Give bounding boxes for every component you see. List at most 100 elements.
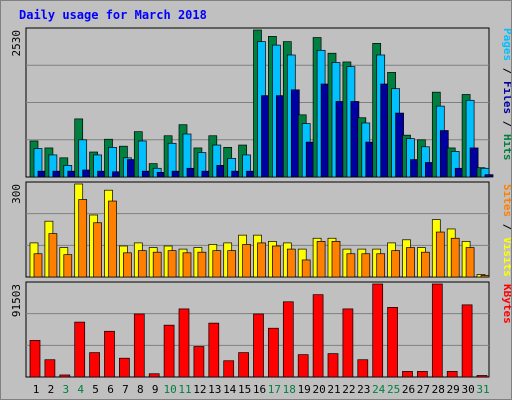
legend-part: / bbox=[501, 61, 511, 81]
bar-kbytes-day-19 bbox=[297, 354, 309, 378]
bar-kbytes-day-2 bbox=[44, 359, 56, 378]
bar-sites-day-30 bbox=[465, 247, 475, 278]
bar-kbytes-day-18 bbox=[282, 301, 294, 378]
max-value-label: 91503 bbox=[10, 284, 23, 317]
bar-kbytes-day-22 bbox=[342, 308, 354, 378]
x-tick-label: 23 bbox=[357, 383, 370, 396]
bar-kbytes-day-17 bbox=[268, 327, 279, 378]
bar-kbytes-day-27 bbox=[417, 371, 428, 378]
bar-sites-day-25 bbox=[391, 250, 400, 278]
bar-kbytes-day-16 bbox=[253, 313, 264, 378]
panel-visits-sites: 300 Sites / Visits bbox=[10, 181, 511, 278]
bar-sites-day-18 bbox=[286, 248, 296, 278]
bar-sites-day-27 bbox=[421, 251, 430, 278]
bar-kbytes-day-31 bbox=[476, 375, 488, 378]
x-tick-label: 1 bbox=[33, 383, 40, 396]
bar-kbytes-day-12 bbox=[193, 346, 205, 378]
bar-sites-day-22 bbox=[346, 253, 356, 278]
bar-kbytes-day-4 bbox=[74, 321, 86, 378]
x-tick-label: 5 bbox=[92, 383, 99, 396]
x-tick-label: 2 bbox=[48, 383, 55, 396]
x-tick-label: 14 bbox=[223, 383, 237, 396]
x-tick-label: 13 bbox=[208, 383, 221, 396]
bar-sites-day-10 bbox=[167, 250, 177, 278]
side-legend-kbytes: KBytes bbox=[501, 284, 511, 324]
bar-kbytes-day-3 bbox=[59, 374, 71, 378]
bar-kbytes-day-10 bbox=[163, 324, 175, 378]
x-tick-label: 29 bbox=[447, 383, 460, 396]
legend-part: KBytes bbox=[501, 284, 511, 324]
bar-kbytes-day-11 bbox=[178, 308, 190, 378]
x-tick-label: 7 bbox=[122, 383, 129, 396]
legend-part: Visits bbox=[501, 237, 511, 277]
bar-sites-day-23 bbox=[361, 253, 371, 278]
bar-sites-day-14 bbox=[227, 250, 237, 278]
x-tick-label: 20 bbox=[312, 383, 325, 396]
chart-title: Daily usage for March 2018 bbox=[19, 8, 207, 22]
bar-sites-day-13 bbox=[212, 250, 222, 278]
max-value-label: 2530 bbox=[10, 30, 23, 57]
bar-sites-day-9 bbox=[152, 251, 162, 278]
x-tick-label: 10 bbox=[163, 383, 176, 396]
bar-sites-day-1 bbox=[33, 253, 43, 278]
x-tick-label: 3 bbox=[62, 383, 69, 396]
bar-sites-day-15 bbox=[242, 244, 251, 278]
x-tick-label: 17 bbox=[268, 383, 281, 396]
x-tick-label: 15 bbox=[238, 383, 251, 396]
bar-sites-day-19 bbox=[301, 259, 311, 278]
x-tick-label: 12 bbox=[193, 383, 206, 396]
legend-part: Sites bbox=[501, 184, 511, 217]
x-tick-label: 22 bbox=[342, 383, 355, 396]
bar-sites-day-2 bbox=[48, 233, 58, 278]
x-tick-label: 30 bbox=[461, 383, 474, 396]
bar-sites-day-20 bbox=[316, 241, 326, 278]
bar-kbytes-day-25 bbox=[387, 307, 398, 378]
bar-sites-day-7 bbox=[123, 252, 132, 278]
bar-kbytes-day-29 bbox=[446, 371, 458, 378]
bar-sites-day-8 bbox=[137, 250, 147, 278]
bar-kbytes-day-6 bbox=[104, 330, 115, 378]
bar-kbytes-day-30 bbox=[461, 304, 473, 378]
bar-kbytes-day-20 bbox=[312, 294, 324, 378]
bar-kbytes-day-21 bbox=[327, 353, 339, 378]
x-tick-label: 8 bbox=[137, 383, 144, 396]
bar-kbytes-day-5 bbox=[89, 352, 100, 378]
x-tick-label: 18 bbox=[283, 383, 296, 396]
x-tick-label: 9 bbox=[152, 383, 159, 396]
bar-sites-day-3 bbox=[63, 254, 73, 278]
bar-kbytes-day-28 bbox=[431, 283, 443, 378]
x-tick-label: 25 bbox=[387, 383, 400, 396]
legend-part: Hits bbox=[501, 134, 511, 161]
x-tick-label: 4 bbox=[77, 383, 84, 396]
bar-sites-day-24 bbox=[376, 253, 386, 278]
bar-sites-day-4 bbox=[78, 199, 88, 278]
bar-kbytes-day-14 bbox=[223, 360, 235, 378]
x-tick-label: 21 bbox=[327, 383, 340, 396]
bar-sites-day-31 bbox=[480, 275, 490, 278]
x-tick-label: 26 bbox=[402, 383, 415, 396]
side-legend-visits-sites: Sites / Visits bbox=[501, 184, 511, 277]
panel-hits-files-pages: 2530 Pages / Files / Hits bbox=[10, 27, 511, 178]
x-tick-label: 24 bbox=[372, 383, 386, 396]
bar-pages-day-30 bbox=[469, 147, 479, 178]
bar-kbytes-day-15 bbox=[238, 352, 249, 378]
bar-sites-day-28 bbox=[435, 231, 445, 278]
side-legend-hits-files-pages: Pages / Files / Hits bbox=[501, 28, 511, 161]
legend-part: Pages bbox=[501, 28, 511, 61]
legend-part: / bbox=[501, 114, 511, 134]
x-tick-label: 27 bbox=[417, 383, 430, 396]
bar-kbytes-day-13 bbox=[208, 322, 220, 378]
x-tick-label: 31 bbox=[476, 383, 489, 396]
bar-sites-day-26 bbox=[406, 247, 415, 278]
bar-sites-day-5 bbox=[93, 222, 102, 278]
legend-part: / bbox=[501, 217, 511, 237]
x-tick-label: 16 bbox=[253, 383, 266, 396]
bar-kbytes-day-23 bbox=[357, 359, 369, 378]
bar-sites-day-11 bbox=[182, 252, 192, 278]
bar-kbytes-day-7 bbox=[119, 357, 130, 378]
x-tick-label: 28 bbox=[432, 383, 445, 396]
x-tick-label: 6 bbox=[107, 383, 114, 396]
max-value-label: 300 bbox=[10, 184, 23, 204]
